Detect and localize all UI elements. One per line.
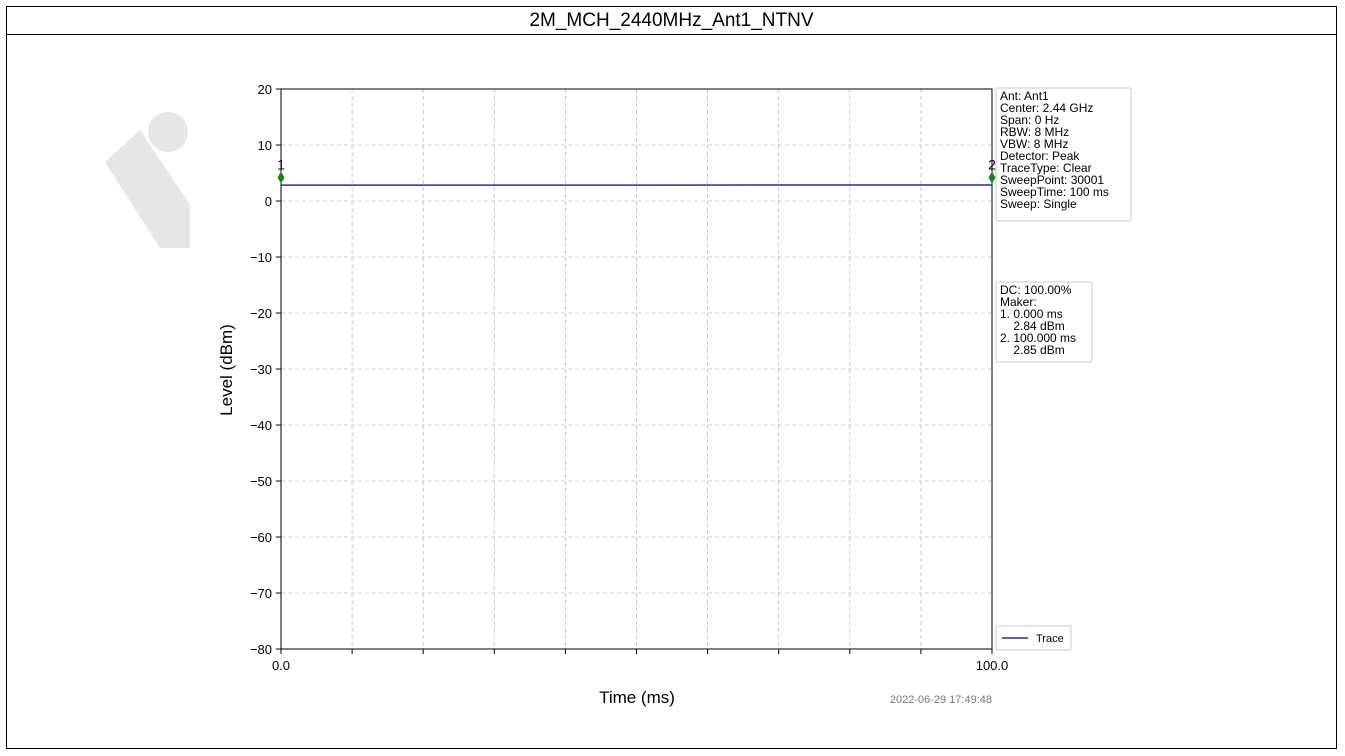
marker-point (277, 171, 285, 184)
y-tick-label: −10 (250, 250, 272, 265)
result-line: 2.84 dBm (1000, 319, 1065, 333)
y-tick-label: 20 (258, 82, 272, 97)
info-line: Center: 2.44 GHz (1000, 101, 1093, 115)
plot-border (280, 88, 993, 650)
legend-label: Trace (1036, 633, 1064, 645)
marker-label: 2 (988, 156, 996, 172)
info-line: RBW: 8 MHz (1000, 125, 1069, 139)
info-line: Ant: Ant1 (1000, 89, 1049, 103)
info-line: TraceType: Clear (1000, 161, 1092, 175)
info-line: SweepPoint: 30001 (1000, 173, 1104, 187)
y-tick-label: 10 (258, 138, 272, 153)
y-tick-label: −70 (250, 586, 272, 601)
y-axis-label: Level (dBm) (217, 324, 236, 416)
y-tick-label: −60 (250, 530, 272, 545)
y-tick-label: −80 (250, 642, 272, 657)
legend: Trace (995, 625, 1072, 651)
info-line: Detector: Peak (1000, 149, 1080, 163)
marker-label: 1 (277, 156, 285, 172)
watermark-logo (105, 112, 190, 248)
info-line: Sweep: Single (1000, 197, 1077, 211)
chart-frame: 2M_MCH_2440MHz_Ant1_NTNV (6, 6, 1337, 749)
info-line: VBW: 8 MHz (1000, 137, 1068, 151)
info-panel: Ant: Ant1 Center: 2.44 GHz Span: 0 Hz RB… (995, 87, 1132, 222)
x-tick-label: 0.0 (272, 658, 290, 673)
y-tick-label: −20 (250, 306, 272, 321)
axes: 20 10 0 −10 −20 −30 −40 −50 −60 −70 −800.0 100.0 (250, 82, 1008, 673)
marker-point (988, 171, 996, 184)
y-tick-label: −30 (250, 362, 272, 377)
y-tick-label: −50 (250, 474, 272, 489)
x-tick-label: 100.0 (976, 658, 1009, 673)
timestamp: 2022-06-29 17:49:48 (890, 694, 992, 706)
chart-title: 2M_MCH_2440MHz_Ant1_NTNV (7, 7, 1336, 35)
info-line: SweepTime: 100 ms (1000, 185, 1109, 199)
result-line: Maker: (1000, 295, 1037, 309)
x-axis-label: Time (ms) (599, 688, 675, 707)
y-tick-label: 0 (265, 194, 272, 209)
result-line: DC: 100.00% (1000, 283, 1072, 297)
result-line: 2. 100.000 ms (1000, 331, 1076, 345)
y-tick-label: −40 (250, 418, 272, 433)
info-line: Span: 0 Hz (1000, 113, 1059, 127)
result-panel: DC: 100.00% Maker: 1. 0.000 ms 2.84 dBm … (995, 281, 1093, 363)
grid (281, 89, 992, 649)
result-line: 1. 0.000 ms (1000, 307, 1063, 321)
result-line: 2.85 dBm (1000, 343, 1065, 357)
